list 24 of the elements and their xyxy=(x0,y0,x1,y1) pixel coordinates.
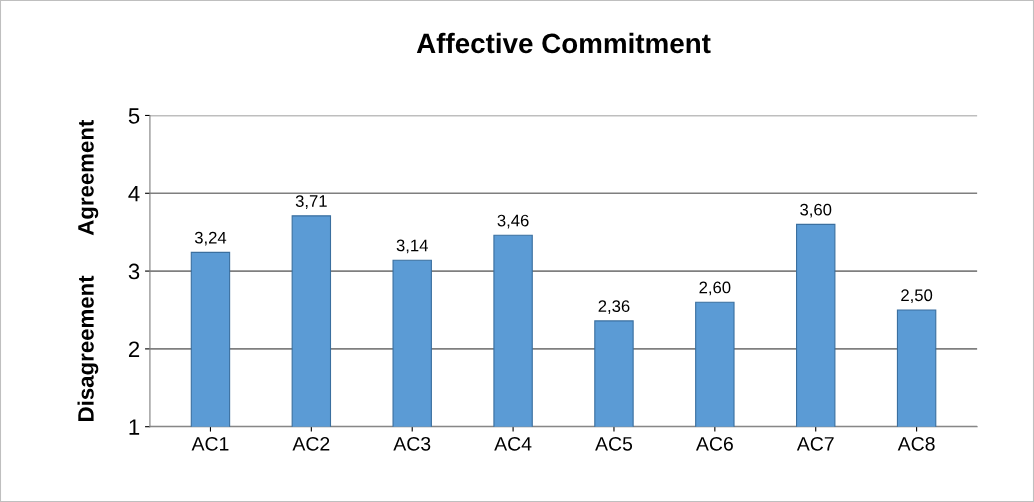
y-tick-label: 2 xyxy=(128,341,140,357)
text: Disagreement xyxy=(77,275,99,421)
y-tick-label: 4 xyxy=(128,186,140,202)
x-tick-label: AC4 xyxy=(494,436,532,451)
text: Agreement xyxy=(78,119,99,236)
chart-title: Affective Commitment xyxy=(416,32,711,54)
data-label: 3,46 xyxy=(497,214,529,229)
data-label: 3,24 xyxy=(194,231,227,246)
x-tick-label: AC1 xyxy=(191,436,229,451)
x-tick-label: AC3 xyxy=(393,436,431,451)
y-tick-label: 3 xyxy=(128,263,140,280)
data-label: 3,71 xyxy=(295,195,327,209)
data-label: 3,14 xyxy=(396,239,428,254)
y-tick-label: 1 xyxy=(129,419,140,435)
data-label: 3,60 xyxy=(800,203,832,218)
x-tick-label: AC6 xyxy=(695,436,733,451)
x-tick-label: AC5 xyxy=(595,436,633,451)
x-tick-label: AC7 xyxy=(796,436,834,451)
y-tick-label: 5 xyxy=(128,108,140,124)
data-label: 2,50 xyxy=(901,289,933,304)
data-label: 2,36 xyxy=(598,300,630,314)
x-tick-label: AC2 xyxy=(292,436,330,451)
data-label: 2,60 xyxy=(699,281,731,296)
x-tick-label: AC8 xyxy=(897,436,935,451)
